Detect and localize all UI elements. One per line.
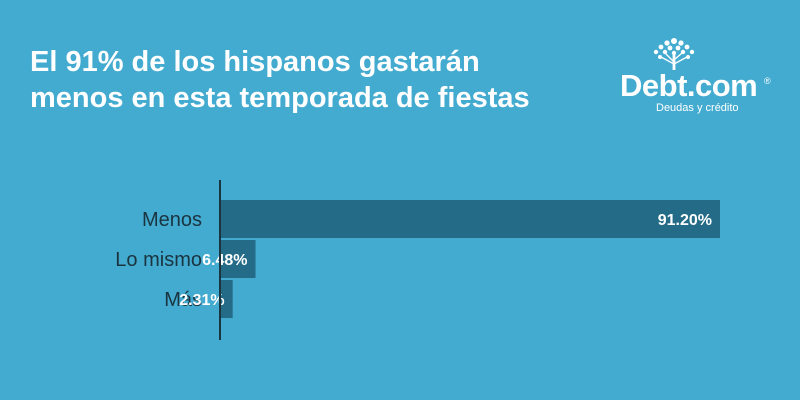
bar-1 — [220, 240, 256, 278]
logo-registered-mark: ® — [764, 76, 771, 86]
category-label-1: Lo mismo — [115, 249, 202, 271]
bar-2 — [220, 280, 233, 318]
value-label-2: 2.31% — [179, 292, 224, 309]
value-label-1: 6.48% — [202, 252, 247, 269]
category-label-2: Más — [164, 289, 202, 311]
logo-tagline: Deudas y crédito — [656, 102, 739, 114]
bar-0 — [220, 200, 720, 238]
chart-title: El 91% de los hispanos gastarán menos en… — [30, 44, 530, 116]
title-line-2: menos en esta temporada de fiestas — [30, 82, 530, 114]
value-label-0: 91.20% — [658, 212, 712, 229]
title-line-1: El 91% de los hispanos gastarán — [30, 46, 480, 78]
tree-icon — [653, 38, 695, 70]
category-label-0: Menos — [142, 209, 202, 231]
logo-wordmark: Debt.com — [620, 68, 758, 103]
debt-com-logo: Debt.com ® Deudas y crédito — [612, 36, 782, 116]
